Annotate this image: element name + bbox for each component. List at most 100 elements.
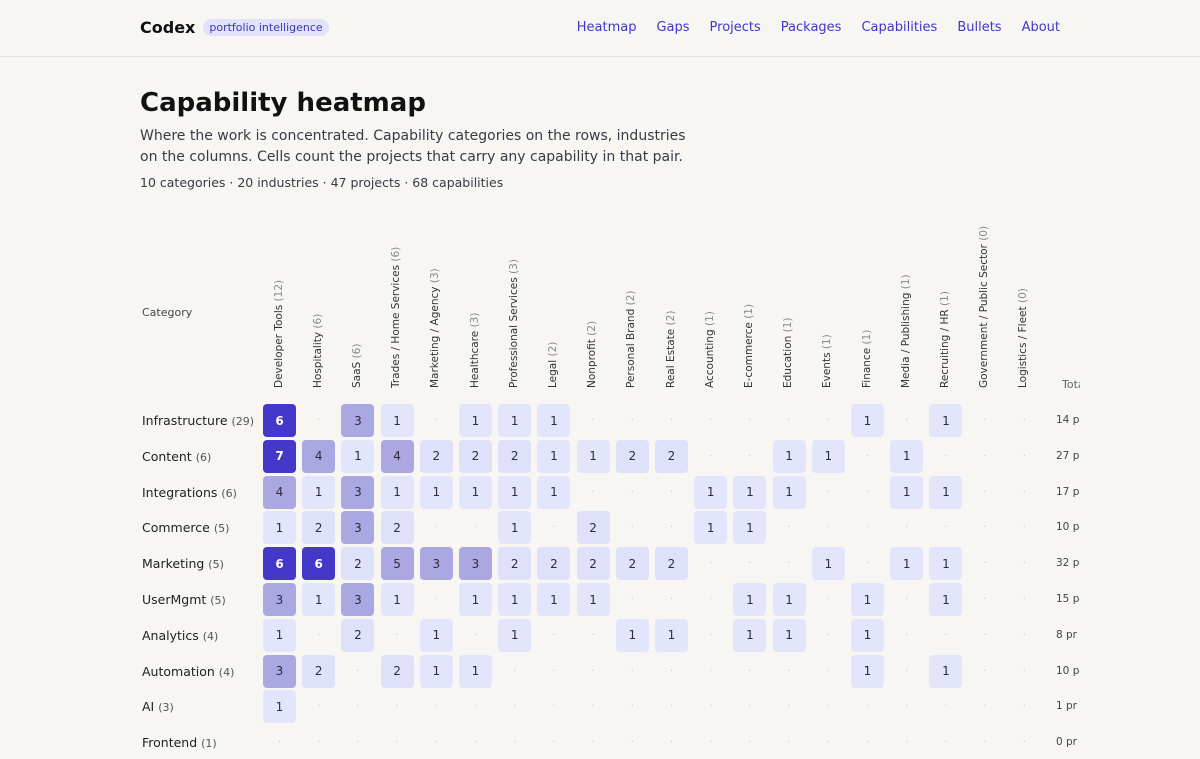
heatmap-cell[interactable]: 4	[380, 439, 414, 473]
heatmap-cell[interactable]: 2	[498, 439, 532, 473]
row-total: 1 pr	[1056, 700, 1077, 713]
heatmap-cell: ·	[356, 737, 360, 749]
heatmap-cell[interactable]: 1	[419, 475, 453, 509]
heatmap-cell[interactable]: 2	[537, 547, 571, 581]
heatmap-cell[interactable]: 1	[890, 475, 924, 509]
heatmap-cell[interactable]: 1	[929, 583, 963, 616]
heatmap-cell[interactable]: 1	[263, 618, 296, 652]
nav-link-heatmap[interactable]: Heatmap	[576, 20, 637, 35]
heatmap-cell[interactable]: 1	[655, 618, 688, 652]
heatmap-cell[interactable]: 1	[537, 475, 571, 509]
heatmap-cell[interactable]: 1	[890, 439, 924, 473]
heatmap-cell[interactable]: 1	[615, 618, 649, 652]
nav-link-bullets[interactable]: Bullets	[957, 20, 1002, 35]
heatmap-cell[interactable]: 5	[380, 547, 414, 581]
heatmap-cell[interactable]: 1	[380, 583, 414, 616]
heatmap-cell[interactable]: 3	[263, 654, 296, 688]
heatmap-cell[interactable]: 2	[302, 511, 336, 545]
column-header-count: (2)	[586, 320, 599, 336]
heatmap-cell[interactable]: 1	[929, 475, 963, 509]
heatmap-cell[interactable]: 3	[459, 547, 492, 581]
heatmap-cell[interactable]: 1	[263, 511, 296, 545]
heatmap-cell[interactable]: 1	[929, 547, 963, 581]
heatmap-cell[interactable]: 1	[851, 618, 884, 652]
heatmap-cell[interactable]: 4	[302, 439, 336, 473]
heatmap-cell[interactable]: 1	[733, 511, 767, 545]
heatmap-cell[interactable]: 1	[380, 404, 414, 437]
heatmap-cell[interactable]: 1	[733, 618, 767, 652]
heatmap-cell[interactable]: 1	[772, 439, 806, 473]
heatmap-cell[interactable]: 1	[851, 404, 884, 437]
heatmap-cell[interactable]: 1	[733, 475, 767, 509]
heatmap-cell[interactable]: 1	[851, 654, 884, 688]
heatmap-cell[interactable]: 7	[263, 439, 296, 473]
heatmap-cell[interactable]: 1	[419, 618, 453, 652]
nav-link-projects[interactable]: Projects	[709, 20, 761, 35]
heatmap-cell[interactable]: 1	[772, 583, 806, 616]
heatmap-cell[interactable]: 1	[733, 583, 767, 616]
heatmap-cell[interactable]: 3	[341, 404, 375, 437]
heatmap-cell[interactable]: 1	[263, 690, 296, 724]
heatmap-cell[interactable]: 1	[498, 475, 532, 509]
heatmap-cell[interactable]: 1	[380, 475, 414, 509]
nav-link-packages[interactable]: Packages	[780, 20, 842, 35]
nav-link-about[interactable]: About	[1021, 20, 1060, 35]
heatmap-cell[interactable]: 1	[498, 618, 532, 652]
heatmap-cell[interactable]: 2	[341, 547, 375, 581]
heatmap-cell[interactable]: 1	[694, 475, 728, 509]
heatmap-cell[interactable]: 6	[263, 404, 296, 437]
heatmap-cell[interactable]: 1	[772, 618, 806, 652]
heatmap-cell[interactable]: 1	[459, 583, 492, 616]
heatmap-cell[interactable]: 1	[811, 439, 845, 473]
heatmap-cell[interactable]: 1	[537, 439, 571, 473]
heatmap-cell[interactable]: 1	[576, 439, 610, 473]
heatmap-cell[interactable]: 1	[459, 404, 492, 437]
heatmap-cell[interactable]: 2	[655, 547, 688, 581]
column-header-count: (2)	[546, 341, 559, 357]
heatmap-cell[interactable]: 1	[537, 404, 571, 437]
brand-name[interactable]: Codex	[140, 18, 196, 37]
row-label-marketing: Marketing (5)	[142, 556, 224, 571]
heatmap-cell[interactable]: 1	[498, 511, 532, 545]
heatmap-cell[interactable]: 2	[655, 439, 688, 473]
heatmap-cell[interactable]: 1	[341, 439, 375, 473]
heatmap-cell[interactable]: 6	[263, 547, 296, 581]
heatmap-cell[interactable]: 1	[537, 583, 571, 616]
heatmap-cell[interactable]: 2	[380, 654, 414, 688]
heatmap-cell[interactable]: 4	[263, 475, 296, 509]
heatmap-cell[interactable]: 1	[851, 583, 884, 616]
heatmap-cell[interactable]: 3	[341, 511, 375, 545]
heatmap-cell[interactable]: 2	[341, 618, 375, 652]
nav-link-gaps[interactable]: Gaps	[656, 20, 690, 35]
heatmap-cell[interactable]: 1	[419, 654, 453, 688]
heatmap-cell[interactable]: 2	[615, 439, 649, 473]
heatmap-cell[interactable]: 1	[811, 547, 845, 581]
heatmap-cell[interactable]: 1	[302, 475, 336, 509]
heatmap-cell[interactable]: 2	[419, 439, 453, 473]
heatmap-cell[interactable]: 3	[419, 547, 453, 581]
heatmap-cell[interactable]: 1	[498, 583, 532, 616]
heatmap-cell[interactable]: 1	[929, 404, 963, 437]
heatmap-cell[interactable]: 3	[341, 583, 375, 616]
heatmap-cell[interactable]: 3	[341, 475, 375, 509]
heatmap-cell[interactable]: 1	[459, 475, 492, 509]
heatmap-cell[interactable]: 1	[694, 511, 728, 545]
heatmap-cell[interactable]: 2	[380, 511, 414, 545]
nav-link-capabilities[interactable]: Capabilities	[861, 20, 938, 35]
heatmap-cell[interactable]: 1	[302, 583, 336, 616]
heatmap-cell[interactable]: 3	[263, 583, 296, 616]
heatmap-cell[interactable]: 2	[615, 547, 649, 581]
heatmap-cell[interactable]: 2	[498, 547, 532, 581]
heatmap-cell[interactable]: 1	[772, 475, 806, 509]
heatmap-cell[interactable]: 1	[890, 547, 924, 581]
heatmap-cell[interactable]: 2	[576, 547, 610, 581]
brand[interactable]: Codex portfolio intelligence	[140, 18, 329, 37]
heatmap-cell[interactable]: 1	[459, 654, 492, 688]
heatmap-cell[interactable]: 2	[459, 439, 492, 473]
heatmap-cell[interactable]: 2	[576, 511, 610, 545]
heatmap-cell[interactable]: 6	[302, 547, 336, 581]
heatmap-cell[interactable]: 1	[498, 404, 532, 437]
heatmap-cell[interactable]: 1	[929, 654, 963, 688]
heatmap-cell[interactable]: 1	[576, 583, 610, 616]
heatmap-cell[interactable]: 2	[302, 654, 336, 688]
